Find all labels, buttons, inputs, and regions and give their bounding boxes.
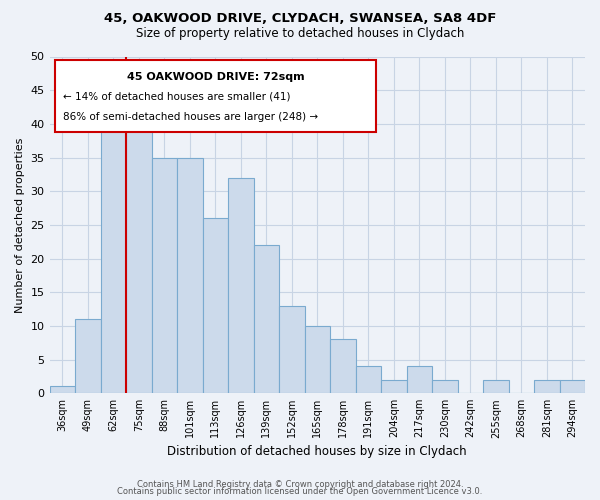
Bar [177, 158, 203, 393]
Text: Contains HM Land Registry data © Crown copyright and database right 2024.: Contains HM Land Registry data © Crown c… [137, 480, 463, 489]
Bar [203, 218, 228, 393]
Bar [432, 380, 458, 393]
Bar [228, 178, 254, 393]
Text: 86% of semi-detached houses are larger (248) →: 86% of semi-detached houses are larger (… [63, 112, 318, 122]
Bar [483, 380, 509, 393]
Bar [534, 380, 560, 393]
Text: Size of property relative to detached houses in Clydach: Size of property relative to detached ho… [136, 28, 464, 40]
Bar [101, 117, 126, 393]
FancyBboxPatch shape [55, 60, 376, 132]
Bar [407, 366, 432, 393]
Bar [254, 245, 279, 393]
Bar [152, 158, 177, 393]
Bar [356, 366, 381, 393]
Bar [50, 386, 75, 393]
Y-axis label: Number of detached properties: Number of detached properties [15, 137, 25, 312]
Bar [560, 380, 585, 393]
Text: 45 OAKWOOD DRIVE: 72sqm: 45 OAKWOOD DRIVE: 72sqm [127, 72, 304, 82]
X-axis label: Distribution of detached houses by size in Clydach: Distribution of detached houses by size … [167, 444, 467, 458]
Bar [279, 306, 305, 393]
Bar [381, 380, 407, 393]
Text: 45, OAKWOOD DRIVE, CLYDACH, SWANSEA, SA8 4DF: 45, OAKWOOD DRIVE, CLYDACH, SWANSEA, SA8… [104, 12, 496, 26]
Bar [305, 326, 330, 393]
Bar [126, 117, 152, 393]
Text: Contains public sector information licensed under the Open Government Licence v3: Contains public sector information licen… [118, 488, 482, 496]
Bar [75, 319, 101, 393]
Text: ← 14% of detached houses are smaller (41): ← 14% of detached houses are smaller (41… [63, 92, 290, 102]
Bar [330, 340, 356, 393]
